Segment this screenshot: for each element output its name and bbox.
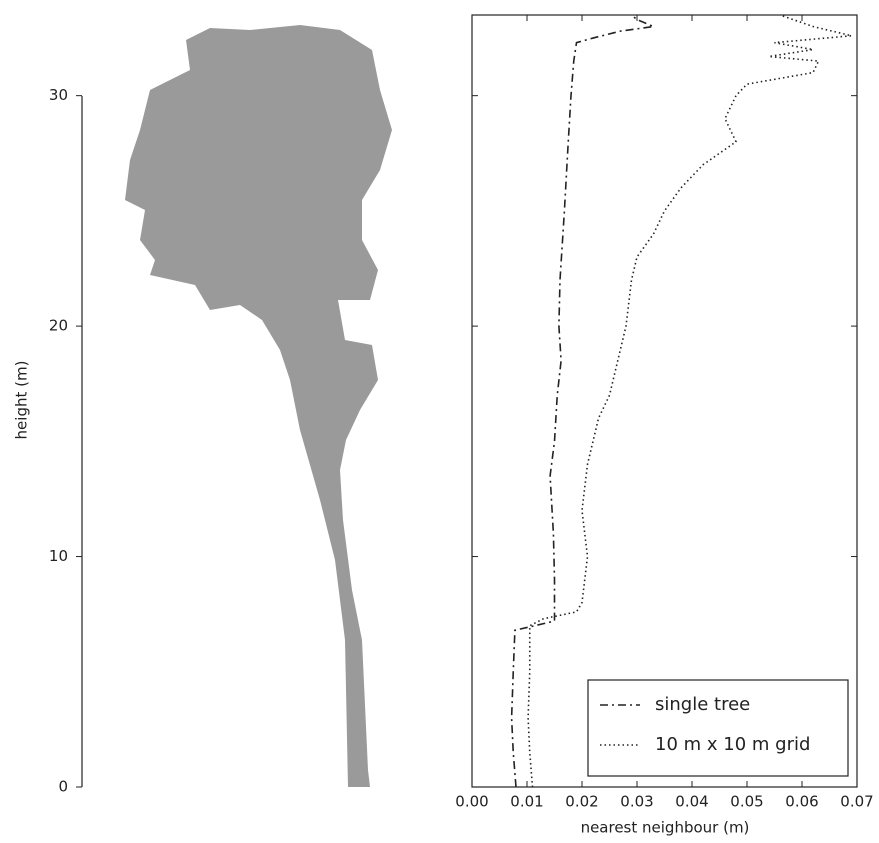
series-line [510, 14, 657, 788]
legend-label: single tree [655, 694, 750, 715]
x-tick-label: 0.03 [620, 793, 653, 811]
x-tick-label: 0.01 [510, 793, 543, 811]
x-tick-label: 0.00 [455, 793, 488, 811]
y-tick-label: 20 [49, 317, 68, 335]
legend-box [587, 679, 849, 777]
x-tick-label: 0.02 [565, 793, 598, 811]
legend: single tree 10 m x 10 m grid [587, 679, 849, 777]
x-tick-label: 0.05 [730, 793, 763, 811]
y-tick-label: 30 [49, 86, 68, 104]
tree-silhouette [125, 25, 392, 787]
x-axis-label: nearest neighbour (m) [581, 819, 750, 837]
x-tick-label: 0.06 [785, 793, 818, 811]
y-axis-label: height (m) [13, 361, 31, 440]
x-tick-label: 0.04 [675, 793, 708, 811]
series-line [527, 14, 852, 788]
x-tick-label: 0.07 [840, 793, 873, 811]
legend-label: 10 m x 10 m grid [655, 734, 810, 755]
y-tick-label: 10 [49, 547, 68, 565]
plot-frame [471, 14, 858, 788]
y-tick-label: 0 [58, 778, 68, 796]
